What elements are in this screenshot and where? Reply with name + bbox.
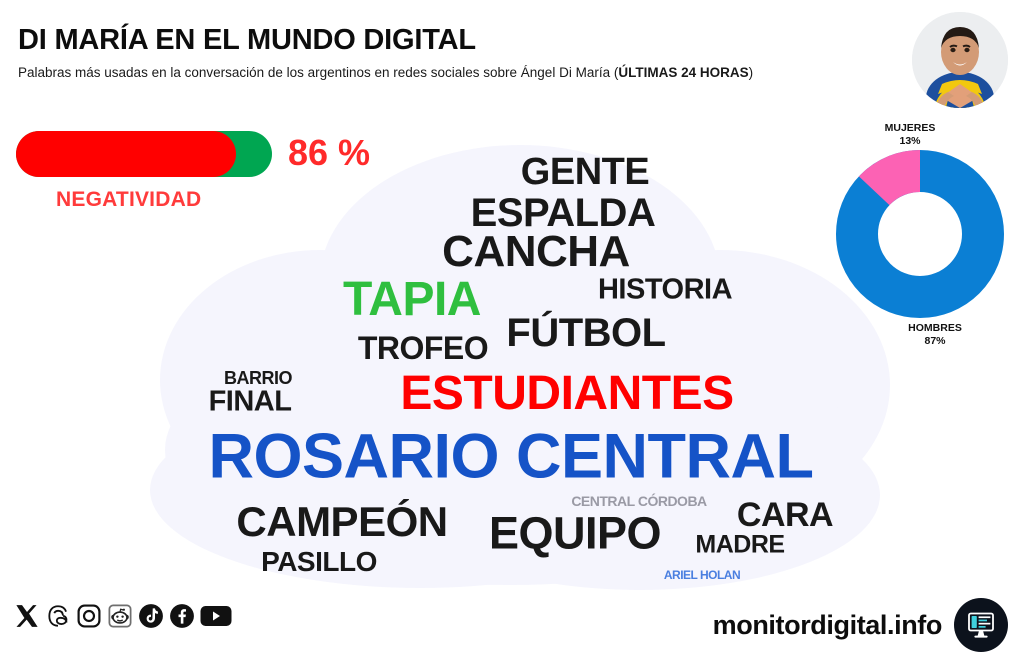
- reddit-icon[interactable]: [107, 603, 133, 634]
- wordcloud-word: ROSARIO CENTRAL: [208, 421, 815, 492]
- donut-svg: [836, 150, 1004, 318]
- avatar: [912, 12, 1008, 108]
- donut-label-mujeres-name: MUJERES: [884, 122, 936, 134]
- wordcloud-word: CENTRAL CÓRDOBA: [571, 493, 707, 509]
- page-title: DI MARÍA EN EL MUNDO DIGITAL: [18, 24, 476, 56]
- wordcloud-word: BARRIO: [224, 368, 293, 388]
- facebook-icon[interactable]: [169, 603, 195, 634]
- wordcloud-word: ESPALDA: [470, 191, 656, 235]
- wordcloud-word: MADRE: [695, 530, 785, 559]
- wordcloud-word: TROFEO: [357, 330, 489, 366]
- donut-label-mujeres-percent: 13%: [899, 135, 921, 148]
- cloud-background-shape: [150, 145, 890, 590]
- brand[interactable]: monitordigital.info: [713, 598, 1008, 652]
- wordcloud-word: GENTE: [520, 151, 650, 193]
- threads-icon[interactable]: [45, 603, 71, 634]
- subtitle-prefix: Palabras más usadas en la conversación d…: [18, 65, 619, 80]
- wordcloud-word: CANCHA: [442, 227, 630, 276]
- wordcloud-word: PASILLO: [261, 546, 377, 577]
- donut-label-hombres-name: HOMBRES: [908, 322, 962, 334]
- donut-label-hombres: HOMBRES 87%: [850, 322, 1020, 348]
- monitor-screen-icon: [968, 612, 994, 638]
- donut-label-hombres-percent: 87%: [924, 335, 946, 348]
- donut-segment-mujeres: [836, 150, 1004, 318]
- negativity-label: NEGATIVIDAD: [56, 188, 202, 211]
- instagram-icon[interactable]: [76, 603, 102, 634]
- negativity-gauge: 86 % NEGATIVIDAD: [16, 131, 396, 221]
- negativity-bar-fill: [16, 131, 237, 177]
- x-twitter-icon[interactable]: [14, 603, 40, 634]
- gender-donut-chart: MUJERES 13% HOMBRES 87%: [820, 122, 1020, 362]
- page-subtitle: Palabras más usadas en la conversación d…: [18, 62, 898, 84]
- brand-logo: [954, 598, 1008, 652]
- wordcloud-word: TAPIA: [343, 273, 481, 326]
- subtitle-highlight: ÚLTIMAS 24 HORAS: [618, 65, 749, 80]
- wordcloud-word: ESTUDIANTES: [400, 367, 734, 420]
- social-links[interactable]: [14, 603, 232, 634]
- wordcloud-word: ARIEL HOLAN: [663, 568, 741, 582]
- youtube-icon[interactable]: [200, 603, 232, 634]
- wordcloud-word: FINAL: [208, 385, 292, 418]
- brand-text: monitordigital.info: [712, 609, 943, 640]
- wordcloud-word: EQUIPO: [488, 507, 662, 559]
- negativity-percent: 86 %: [288, 132, 371, 173]
- wordcloud-word: CAMPEÓN: [236, 498, 448, 545]
- subtitle-suffix: ): [748, 65, 754, 80]
- wordcloud-word: FÚTBOL: [506, 311, 666, 355]
- donut-label-mujeres: MUJERES 13%: [830, 122, 990, 148]
- wordcloud: GENTE ESPALDA CANCHA HISTORIA TAPIA FÚTBOL TRO…: [120, 130, 910, 590]
- negativity-bar-track: [16, 131, 272, 177]
- wordcloud-word: CARA: [736, 496, 834, 534]
- tiktok-icon[interactable]: [138, 603, 164, 634]
- wordcloud-word: HISTORIA: [597, 273, 733, 306]
- avatar-photo-icon: [912, 12, 1008, 108]
